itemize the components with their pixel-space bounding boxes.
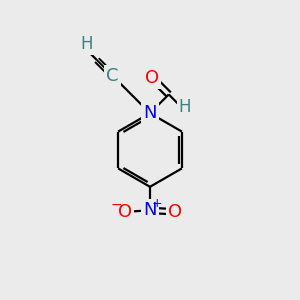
- Text: O: O: [118, 203, 132, 221]
- Text: H: H: [178, 98, 191, 116]
- Text: N: N: [143, 201, 157, 219]
- Text: C: C: [106, 67, 119, 85]
- Text: O: O: [145, 69, 159, 87]
- Text: O: O: [168, 203, 182, 221]
- Text: N: N: [143, 104, 157, 122]
- Text: +: +: [152, 197, 163, 210]
- Text: −: −: [111, 197, 122, 212]
- Text: H: H: [81, 35, 93, 53]
